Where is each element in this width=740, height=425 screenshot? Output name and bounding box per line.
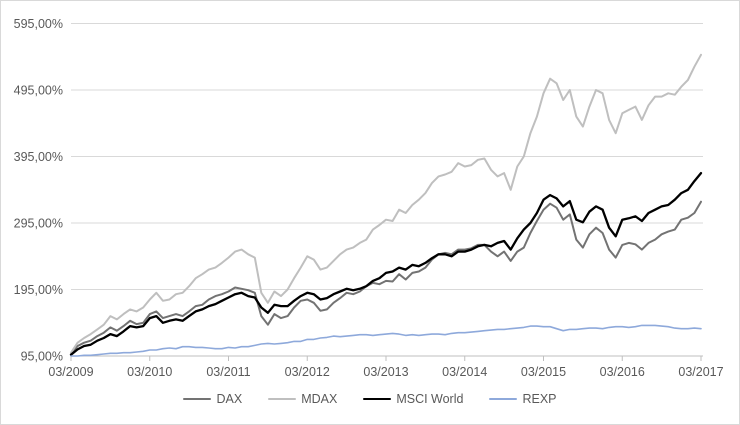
x-tick-label: 03/2016 [600, 365, 645, 379]
x-tick-label: 03/2009 [48, 365, 93, 379]
x-tick-label: 03/2012 [285, 365, 330, 379]
x-tick-label: 03/2017 [678, 365, 723, 379]
legend-label-msci-world: MSCI World [396, 392, 464, 406]
y-tick-label: 195,00% [14, 283, 63, 297]
y-tick-label: 295,00% [14, 217, 63, 231]
legend-swatch-dax [183, 398, 212, 401]
x-axis: 03/2009 03/2010 03/2011 03/2012 03/2013 03/20… [48, 355, 724, 379]
y-tick-label: 595,00% [14, 17, 63, 31]
legend-label-mdax: MDAX [301, 392, 338, 406]
legend-item-rexp: REXP [489, 392, 557, 406]
y-tick-label: 95,00% [21, 350, 63, 364]
x-tick-label: 03/2010 [127, 365, 172, 379]
legend-swatch-msci-world [363, 398, 392, 401]
series-line-dax [70, 200, 702, 356]
series-line-rexp [70, 324, 702, 357]
x-tick-label: 03/2011 [206, 365, 250, 379]
x-tick-label: 03/2014 [442, 365, 487, 379]
legend-item-mdax: MDAX [268, 393, 337, 406]
legend-swatch-mdax [268, 398, 297, 401]
legend-item-dax: DAX [183, 393, 242, 406]
legend-label-rexp: REXP [522, 392, 557, 406]
series-line-mdax [70, 53, 702, 354]
x-tick-label: 03/2015 [521, 365, 566, 379]
series-line-msci-world [69, 171, 703, 356]
legend-label-dax: DAX [216, 392, 243, 406]
legend-item-msci-world: MSCI World [363, 393, 463, 406]
legend: DAX MDAX MSCI World REXP [1, 393, 739, 406]
y-tick-label: 495,00% [14, 84, 63, 98]
legend-swatch-rexp [489, 398, 518, 401]
y-tick-label: 395,00% [14, 150, 63, 164]
x-tick-label: 03/2013 [363, 365, 408, 379]
y-axis-labels: 95,00% 195,00% 295,00% 395,00% 495,00% 595,00… [14, 17, 63, 364]
